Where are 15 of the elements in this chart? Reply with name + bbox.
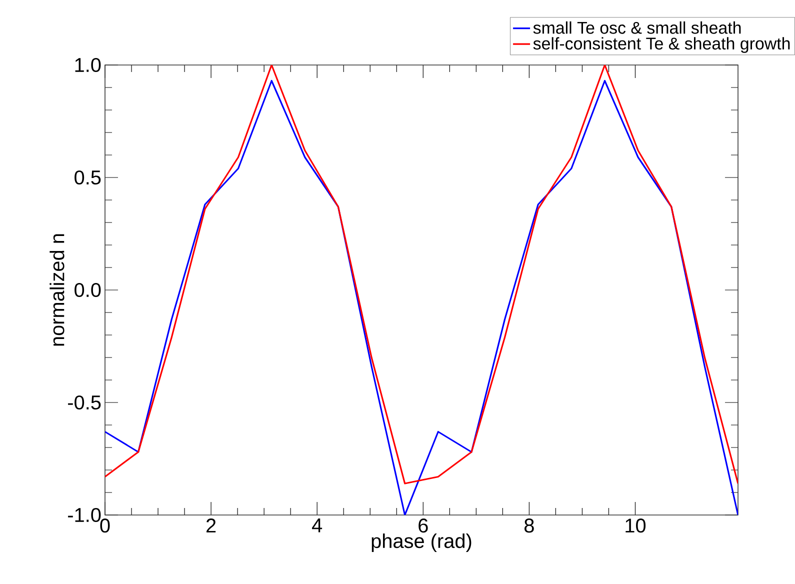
- y-tick-label: -0.5: [68, 395, 101, 410]
- y-tick-label: -1.0: [68, 508, 101, 522]
- x-tick-label: 4: [312, 518, 322, 532]
- y-tick-label: 1.0: [75, 58, 101, 72]
- y-axis-title: normalized n: [50, 234, 64, 346]
- y-tick-label: 0.5: [74, 170, 101, 185]
- y-tick-label: 0.0: [74, 282, 101, 298]
- x-tick-label: 0: [100, 518, 110, 533]
- x-tick-label: 8: [524, 518, 534, 533]
- x-tick-label: 10: [626, 518, 646, 533]
- legend-label: self-consistent Te & sheath growth: [533, 37, 790, 53]
- x-tick-label: 6: [418, 518, 428, 533]
- legend-label: small Te osc & small sheath: [533, 21, 741, 34]
- x-tick-label: 2: [206, 518, 216, 532]
- x-axis-title: phase (rad): [372, 533, 472, 552]
